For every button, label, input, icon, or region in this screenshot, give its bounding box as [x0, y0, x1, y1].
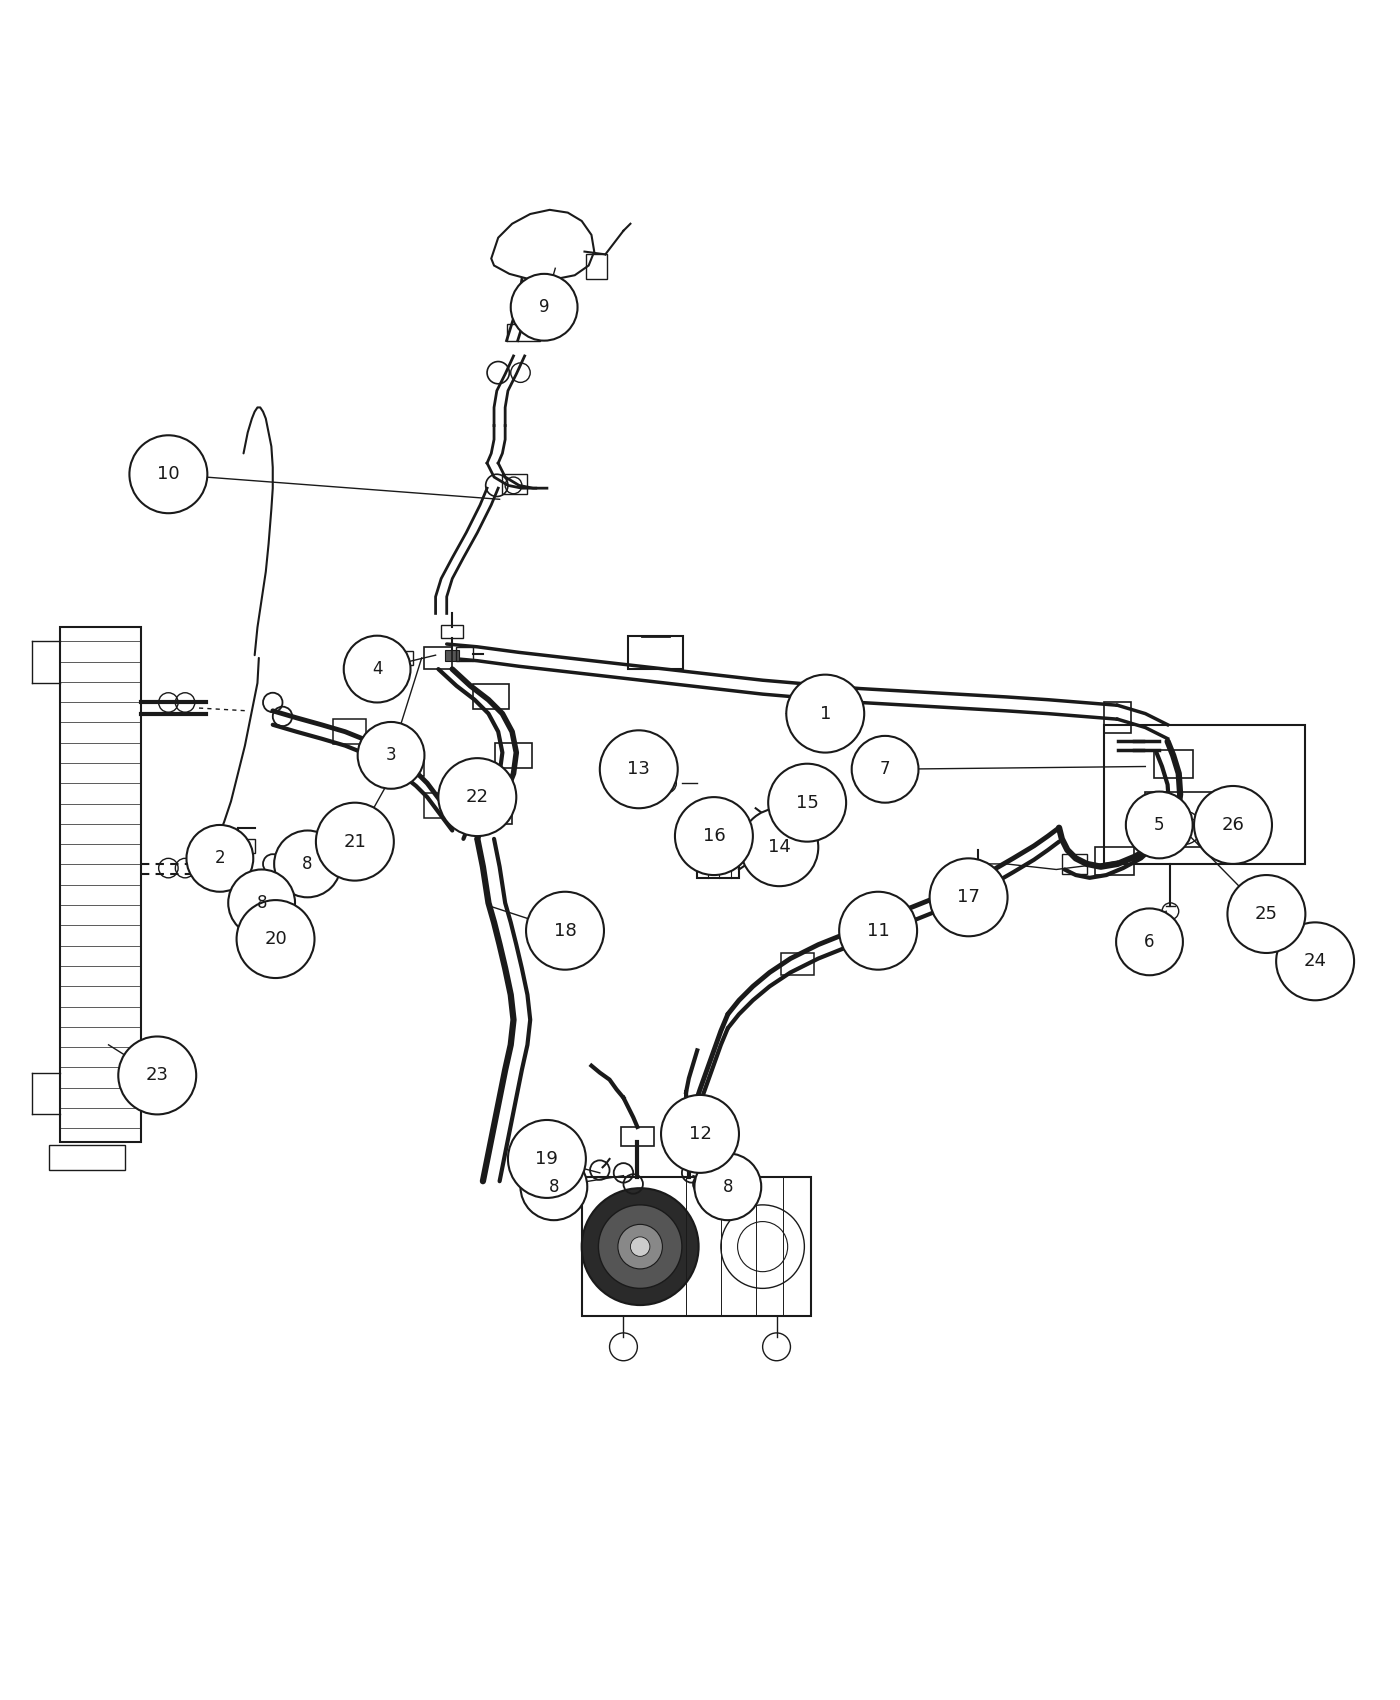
Circle shape: [741, 808, 818, 886]
Bar: [391, 751, 424, 777]
Text: 11: 11: [867, 921, 889, 940]
Circle shape: [598, 1205, 682, 1289]
Circle shape: [508, 1120, 585, 1198]
Circle shape: [1194, 785, 1273, 864]
Text: 19: 19: [535, 1149, 559, 1168]
Circle shape: [617, 1224, 662, 1268]
Circle shape: [129, 435, 207, 513]
Text: 12: 12: [689, 1125, 711, 1142]
Circle shape: [237, 899, 315, 978]
Text: 2: 2: [214, 850, 225, 867]
Bar: [781, 954, 815, 976]
Text: 24: 24: [1303, 952, 1327, 971]
Text: 7: 7: [879, 760, 890, 779]
Bar: [1154, 750, 1193, 777]
Circle shape: [630, 1238, 650, 1256]
Bar: [49, 1146, 125, 1170]
Circle shape: [675, 797, 753, 876]
Circle shape: [118, 1037, 196, 1115]
Bar: [441, 624, 463, 639]
Circle shape: [1277, 923, 1354, 1000]
Circle shape: [599, 731, 678, 808]
Bar: [473, 685, 510, 709]
Circle shape: [582, 1188, 699, 1306]
Text: 15: 15: [795, 794, 819, 811]
Text: 22: 22: [466, 789, 489, 806]
Bar: [396, 651, 413, 665]
Bar: [672, 1127, 706, 1146]
Circle shape: [438, 758, 517, 836]
Text: 13: 13: [627, 760, 650, 779]
Bar: [585, 255, 606, 279]
Circle shape: [526, 892, 603, 969]
Text: 5: 5: [1154, 816, 1165, 835]
Circle shape: [186, 824, 253, 892]
Text: 14: 14: [767, 838, 791, 857]
Circle shape: [769, 763, 846, 842]
Circle shape: [930, 858, 1008, 937]
Text: 23: 23: [146, 1066, 169, 1085]
Bar: [476, 799, 512, 823]
Circle shape: [694, 1153, 762, 1221]
Text: 21: 21: [343, 833, 367, 850]
Circle shape: [851, 736, 918, 802]
Text: 8: 8: [256, 894, 267, 911]
Text: 6: 6: [1144, 933, 1155, 950]
Circle shape: [661, 1095, 739, 1173]
Text: 3: 3: [386, 746, 396, 765]
Text: 20: 20: [265, 930, 287, 949]
Bar: [627, 636, 683, 670]
Circle shape: [274, 831, 342, 898]
Circle shape: [1116, 908, 1183, 976]
Bar: [424, 646, 452, 670]
Bar: [60, 627, 140, 1142]
Circle shape: [316, 802, 393, 881]
Text: 10: 10: [157, 466, 179, 483]
Bar: [1103, 724, 1305, 864]
Text: 8: 8: [549, 1178, 559, 1195]
Text: 16: 16: [703, 828, 725, 845]
Bar: [582, 1176, 812, 1316]
Bar: [333, 719, 365, 745]
Circle shape: [1228, 876, 1305, 954]
Bar: [503, 474, 528, 493]
Circle shape: [228, 869, 295, 937]
Text: 25: 25: [1254, 904, 1278, 923]
Text: 8: 8: [722, 1178, 734, 1195]
Bar: [424, 792, 458, 818]
Bar: [507, 325, 540, 340]
Circle shape: [1126, 792, 1193, 858]
Bar: [934, 892, 967, 915]
Bar: [1103, 702, 1131, 733]
Circle shape: [344, 636, 410, 702]
Circle shape: [839, 892, 917, 969]
Text: 18: 18: [553, 921, 577, 940]
Circle shape: [357, 722, 424, 789]
Bar: [445, 649, 459, 661]
Bar: [1145, 792, 1222, 847]
Bar: [238, 838, 255, 853]
Text: 17: 17: [958, 889, 980, 906]
Text: 1: 1: [819, 704, 832, 722]
Circle shape: [521, 1153, 587, 1221]
Text: 4: 4: [372, 660, 382, 678]
Bar: [456, 646, 473, 661]
Bar: [697, 843, 739, 877]
Bar: [1095, 847, 1134, 876]
Bar: [496, 743, 532, 768]
Circle shape: [511, 274, 578, 340]
Bar: [1061, 853, 1086, 874]
Bar: [620, 1127, 654, 1146]
Text: 26: 26: [1222, 816, 1245, 835]
Text: 9: 9: [539, 298, 549, 316]
Text: 8: 8: [302, 855, 312, 872]
Bar: [669, 1115, 708, 1142]
Circle shape: [787, 675, 864, 753]
